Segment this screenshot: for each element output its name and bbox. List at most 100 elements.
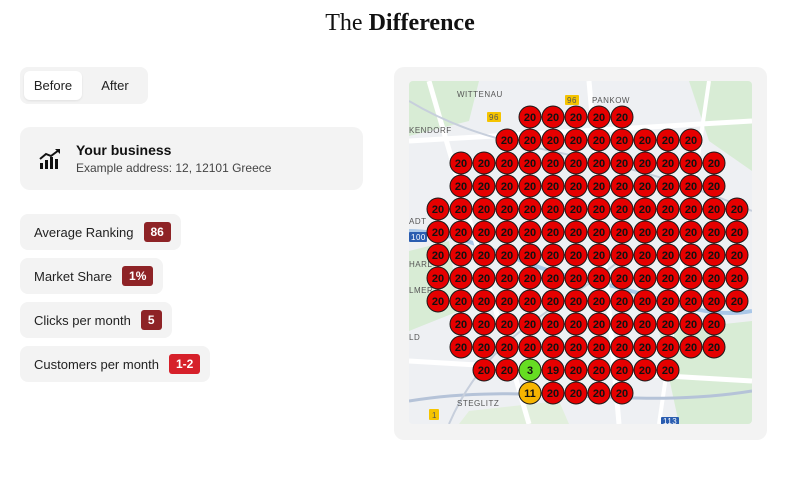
ranking-pin[interactable]: 20 xyxy=(541,243,565,267)
ranking-pin[interactable]: 20 xyxy=(679,289,703,313)
ranking-pin[interactable]: 3 xyxy=(518,358,542,382)
ranking-pin[interactable]: 20 xyxy=(679,243,703,267)
ranking-pin[interactable]: 20 xyxy=(656,289,680,313)
ranking-pin[interactable]: 20 xyxy=(564,266,588,290)
ranking-pin[interactable]: 20 xyxy=(702,174,726,198)
ranking-pin[interactable]: 20 xyxy=(725,266,749,290)
ranking-pin[interactable]: 20 xyxy=(610,128,634,152)
ranking-pin[interactable]: 20 xyxy=(518,174,542,198)
ranking-pin[interactable]: 20 xyxy=(679,220,703,244)
ranking-pin[interactable]: 20 xyxy=(472,197,496,221)
ranking-pin[interactable]: 20 xyxy=(541,197,565,221)
ranking-pin[interactable]: 20 xyxy=(564,243,588,267)
ranking-pin[interactable]: 20 xyxy=(449,197,473,221)
ranking-pin[interactable]: 20 xyxy=(702,335,726,359)
ranking-pin[interactable]: 20 xyxy=(610,197,634,221)
ranking-pin[interactable]: 20 xyxy=(426,266,450,290)
ranking-pin[interactable]: 20 xyxy=(564,289,588,313)
ranking-pin[interactable]: 20 xyxy=(702,266,726,290)
ranking-pin[interactable]: 20 xyxy=(610,151,634,175)
ranking-pin[interactable]: 20 xyxy=(495,312,519,336)
ranking-pin[interactable]: 20 xyxy=(702,312,726,336)
ranking-pin[interactable]: 20 xyxy=(587,151,611,175)
ranking-pin[interactable]: 20 xyxy=(518,220,542,244)
ranking-pin[interactable]: 20 xyxy=(656,128,680,152)
ranking-pin[interactable]: 20 xyxy=(633,312,657,336)
ranking-pin[interactable]: 20 xyxy=(495,289,519,313)
ranking-pin[interactable]: 20 xyxy=(633,243,657,267)
ranking-pin[interactable]: 20 xyxy=(449,243,473,267)
ranking-pin[interactable]: 20 xyxy=(587,266,611,290)
ranking-pin[interactable]: 20 xyxy=(610,243,634,267)
ranking-pin[interactable]: 20 xyxy=(564,105,588,129)
ranking-pin[interactable]: 20 xyxy=(564,128,588,152)
ranking-pin[interactable]: 20 xyxy=(541,151,565,175)
ranking-pin[interactable]: 20 xyxy=(633,197,657,221)
after-tab[interactable]: After xyxy=(86,71,144,100)
ranking-pin[interactable]: 20 xyxy=(702,197,726,221)
ranking-pin[interactable]: 20 xyxy=(587,174,611,198)
ranking-pin[interactable]: 20 xyxy=(633,220,657,244)
ranking-pin[interactable]: 20 xyxy=(656,243,680,267)
ranking-pin[interactable]: 20 xyxy=(495,358,519,382)
ranking-pin[interactable]: 20 xyxy=(518,128,542,152)
ranking-pin[interactable]: 20 xyxy=(564,151,588,175)
ranking-pin[interactable]: 20 xyxy=(587,381,611,405)
ranking-pin[interactable]: 20 xyxy=(495,197,519,221)
ranking-pin[interactable]: 20 xyxy=(610,312,634,336)
ranking-pin[interactable]: 20 xyxy=(679,335,703,359)
ranking-pin[interactable]: 20 xyxy=(541,312,565,336)
ranking-pin[interactable]: 20 xyxy=(518,312,542,336)
ranking-pin[interactable]: 20 xyxy=(495,128,519,152)
ranking-pin[interactable]: 20 xyxy=(541,289,565,313)
ranking-pin[interactable]: 20 xyxy=(518,243,542,267)
ranking-pin[interactable]: 20 xyxy=(656,266,680,290)
ranking-pin[interactable]: 19 xyxy=(541,358,565,382)
ranking-pin[interactable]: 20 xyxy=(587,197,611,221)
ranking-pin[interactable]: 20 xyxy=(564,358,588,382)
ranking-pin[interactable]: 20 xyxy=(472,289,496,313)
ranking-pin[interactable]: 20 xyxy=(564,220,588,244)
ranking-pin[interactable]: 20 xyxy=(656,197,680,221)
ranking-pin[interactable]: 20 xyxy=(702,243,726,267)
ranking-pin[interactable]: 20 xyxy=(633,289,657,313)
ranking-pin[interactable]: 20 xyxy=(587,243,611,267)
ranking-pin[interactable]: 20 xyxy=(610,105,634,129)
ranking-pin[interactable]: 20 xyxy=(725,289,749,313)
ranking-pin[interactable]: 20 xyxy=(495,174,519,198)
ranking-pin[interactable]: 20 xyxy=(541,381,565,405)
ranking-pin[interactable]: 20 xyxy=(610,220,634,244)
ranking-pin[interactable]: 20 xyxy=(541,220,565,244)
ranking-pin[interactable]: 20 xyxy=(679,128,703,152)
ranking-pin[interactable]: 20 xyxy=(472,358,496,382)
ranking-pin[interactable]: 20 xyxy=(610,174,634,198)
ranking-pin[interactable]: 20 xyxy=(495,151,519,175)
ranking-pin[interactable]: 20 xyxy=(472,220,496,244)
ranking-pin[interactable]: 20 xyxy=(610,335,634,359)
ranking-pin[interactable]: 20 xyxy=(610,266,634,290)
ranking-pin[interactable]: 20 xyxy=(495,266,519,290)
ranking-pin[interactable]: 11 xyxy=(518,381,542,405)
ranking-pin[interactable]: 20 xyxy=(587,289,611,313)
ranking-pin[interactable]: 20 xyxy=(656,151,680,175)
ranking-pin[interactable]: 20 xyxy=(587,128,611,152)
ranking-pin[interactable]: 20 xyxy=(702,289,726,313)
ranking-pin[interactable]: 20 xyxy=(426,243,450,267)
ranking-pin[interactable]: 20 xyxy=(564,381,588,405)
ranking-pin[interactable]: 20 xyxy=(633,335,657,359)
ranking-pin[interactable]: 20 xyxy=(656,335,680,359)
ranking-pin[interactable]: 20 xyxy=(633,358,657,382)
ranking-pin[interactable]: 20 xyxy=(633,128,657,152)
ranking-pin[interactable]: 20 xyxy=(541,174,565,198)
ranking-pin[interactable]: 20 xyxy=(656,312,680,336)
ranking-pin[interactable]: 20 xyxy=(472,266,496,290)
ranking-pin[interactable]: 20 xyxy=(495,243,519,267)
ranking-pin[interactable]: 20 xyxy=(449,266,473,290)
ranking-pin[interactable]: 20 xyxy=(725,197,749,221)
ranking-pin[interactable]: 20 xyxy=(518,151,542,175)
ranking-pin[interactable]: 20 xyxy=(449,220,473,244)
ranking-pin[interactable]: 20 xyxy=(610,381,634,405)
ranking-pin[interactable]: 20 xyxy=(702,151,726,175)
ranking-pin[interactable]: 20 xyxy=(518,289,542,313)
ranking-pin[interactable]: 20 xyxy=(564,197,588,221)
